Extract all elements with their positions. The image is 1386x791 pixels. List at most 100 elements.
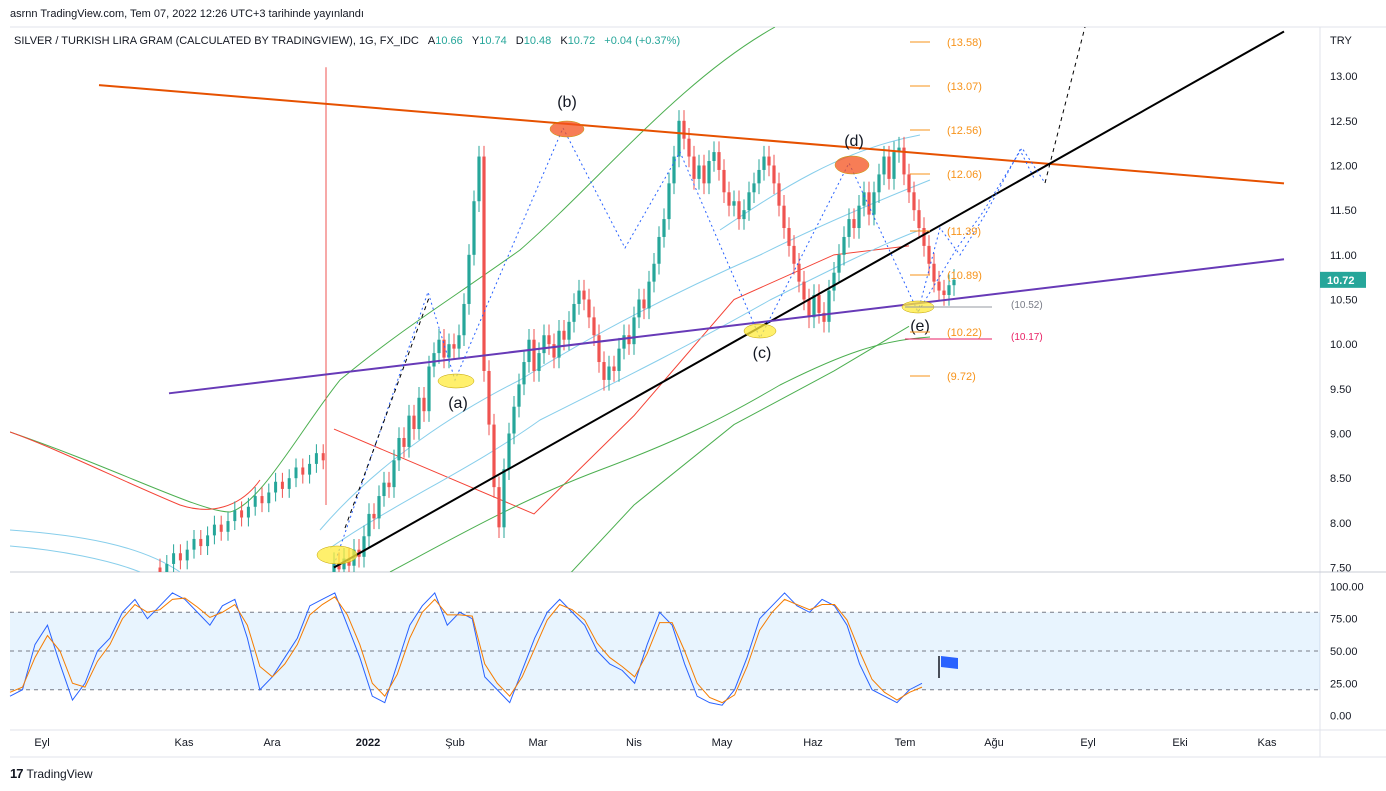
fib-level-label: (12.06) <box>947 169 982 181</box>
candle-body <box>199 538 203 547</box>
highlight-ellipse <box>316 545 358 565</box>
chart-legend: SILVER / TURKISH LIRA GRAM (CALCULATED B… <box>14 35 680 47</box>
candle-body <box>717 152 721 170</box>
fib-level-label: (13.58) <box>947 37 982 49</box>
candle-body <box>647 281 651 309</box>
ma-red-line <box>10 431 261 510</box>
time-tick-label: Tem <box>895 737 916 749</box>
candle-body <box>947 285 951 296</box>
bollinger-lower-left <box>10 529 181 572</box>
highlight-ellipse <box>834 155 870 175</box>
time-tick-label: 2022 <box>356 737 380 749</box>
trend-line[interactable] <box>168 258 1285 395</box>
change-value: +0.04 (+0.37%) <box>604 35 681 47</box>
candle-body <box>932 263 936 282</box>
flag-icon[interactable] <box>938 656 958 678</box>
price-tick-label: 11.00 <box>1330 250 1357 262</box>
candle-body <box>321 453 325 461</box>
candle-body <box>337 563 341 570</box>
candle-body <box>897 147 901 153</box>
osc-tick-label: 50.00 <box>1330 646 1358 658</box>
candle-body <box>577 290 581 304</box>
candle-body <box>407 415 411 447</box>
price-tick-label: 11.50 <box>1330 205 1357 217</box>
ma-green-upper <box>10 27 776 513</box>
high-value: 10.74 <box>479 35 507 47</box>
time-tick-label: Mar <box>529 737 548 749</box>
fib-level-label: (10.22) <box>947 327 982 339</box>
time-tick-label: Şub <box>445 737 465 749</box>
candle-body <box>592 317 596 336</box>
candle-body <box>857 205 861 229</box>
candle-body <box>722 169 726 193</box>
candle-body <box>752 183 756 193</box>
level-label: (10.17) <box>1011 332 1043 343</box>
candle-body <box>757 169 761 184</box>
candle-body <box>802 281 806 300</box>
price-tick-label: 10.00 <box>1330 339 1358 351</box>
candle-body <box>253 496 257 507</box>
wave-a-dashed <box>344 294 431 529</box>
candle-body <box>912 192 916 211</box>
candle-body <box>432 353 436 367</box>
price-tick-label: 12.00 <box>1330 160 1358 172</box>
time-tick-label: Eyl <box>34 737 49 749</box>
candle-body <box>226 521 230 532</box>
open-label: A <box>427 35 436 47</box>
candle-body <box>602 362 606 380</box>
candle-body <box>185 549 189 561</box>
price-tick-label: 13.00 <box>1330 71 1358 83</box>
candle-body <box>742 210 746 220</box>
candle-body <box>827 290 831 322</box>
candle-body <box>457 335 461 349</box>
candle-body <box>372 513 376 519</box>
candle-body <box>542 335 546 354</box>
candle-body <box>862 192 866 206</box>
candle-body <box>219 524 223 532</box>
currency-label: TRY <box>1330 35 1352 47</box>
price-tick-label: 9.50 <box>1330 384 1351 396</box>
candle-body <box>702 165 706 184</box>
price-tick-label: 7.50 <box>1330 563 1351 575</box>
candle-body <box>557 330 561 358</box>
time-tick-label: Kas <box>1258 737 1277 749</box>
candle-body <box>782 205 786 229</box>
candle-body <box>642 299 646 309</box>
candle-body <box>412 415 416 430</box>
trend-line[interactable] <box>98 84 1285 185</box>
candle-body <box>477 156 481 202</box>
trend-line[interactable] <box>333 30 1285 569</box>
candle-body <box>392 460 396 488</box>
brand-name[interactable]: TradingView <box>26 766 93 781</box>
candle-body <box>274 481 278 493</box>
candle-body <box>902 147 906 175</box>
candle-body <box>462 303 466 336</box>
candle-body <box>482 156 486 371</box>
osc-tick-label: 0.00 <box>1330 711 1351 723</box>
candle-body <box>842 236 846 255</box>
candle-body <box>952 279 956 286</box>
candle-body <box>707 161 711 184</box>
candle-body <box>417 397 421 430</box>
candle-body <box>422 397 426 412</box>
candle-body <box>877 174 881 193</box>
candle-body <box>662 219 666 237</box>
close-label: K <box>560 35 568 47</box>
time-tick-label: Eki <box>1172 737 1187 749</box>
candle-body <box>447 344 451 358</box>
osc-tick-label: 25.00 <box>1330 678 1358 690</box>
fib-level-label: (12.56) <box>947 125 982 137</box>
candle-body <box>927 245 931 264</box>
candle-body <box>587 299 591 318</box>
candle-body <box>233 510 237 522</box>
candle-body <box>632 317 636 345</box>
candle-body <box>942 290 946 296</box>
time-tick-label: Nis <box>626 737 642 749</box>
candle-body <box>240 510 244 518</box>
candle-body <box>597 335 601 363</box>
level-label: (10.52) <box>1011 300 1043 311</box>
candle-body <box>652 263 656 282</box>
candle-body <box>807 299 811 318</box>
candle-body <box>158 567 162 572</box>
